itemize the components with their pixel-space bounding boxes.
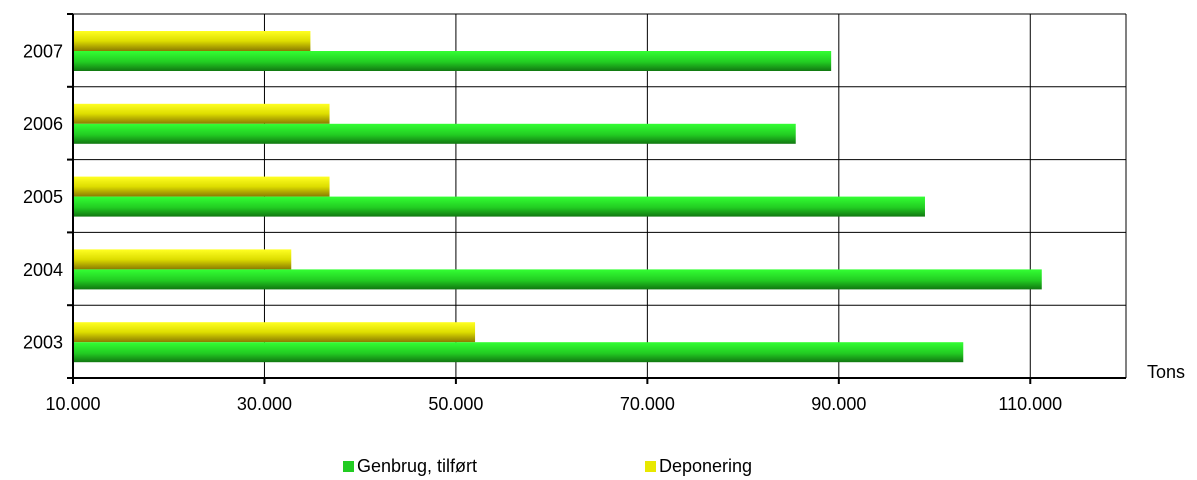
legend-swatch-deponering — [645, 461, 656, 472]
x-tick-label-70000: 70.000 — [620, 394, 675, 414]
bar-genbrug-2003 — [74, 342, 964, 363]
x-tick-label-90000: 90.000 — [811, 394, 866, 414]
bar-genbrug-2007 — [74, 51, 832, 71]
bar-genbrug-2006 — [74, 123, 796, 144]
axes — [67, 13, 1126, 384]
legend-label-genbrug: Genbrug, tilført — [357, 456, 478, 476]
legend: Genbrug, tilført Deponering — [0, 456, 1197, 480]
bar-deponering-2007 — [74, 31, 311, 51]
legend-item-genbrug: Genbrug, tilført — [343, 456, 477, 477]
y-tick-label-2005: 2005 — [23, 187, 63, 207]
y-tick-label-2004: 2004 — [23, 260, 63, 280]
bar-genbrug-2004 — [74, 269, 1042, 290]
legend-label-deponering: Deponering — [659, 456, 753, 476]
bar-genbrug-2005 — [74, 196, 925, 217]
chart: 2003 2004 2005 2006 2007 10.000 30.000 50.000 70… — [23, 13, 1185, 414]
x-tick-label-30000: 30.000 — [237, 394, 292, 414]
y-tick-label-2003: 2003 — [23, 333, 63, 353]
tick-labels: 2003 2004 2005 2006 2007 10.000 30.000 50.000 70… — [23, 41, 1062, 414]
bars — [74, 31, 1042, 363]
x-axis-label: Tons — [1147, 362, 1185, 382]
bar-deponering-2005 — [74, 176, 330, 197]
x-tick-label-10000: 10.000 — [45, 394, 100, 414]
y-tick-label-2006: 2006 — [23, 114, 63, 134]
bar-deponering-2006 — [74, 103, 330, 124]
gridlines — [73, 13, 1127, 378]
x-tick-label-50000: 50.000 — [428, 394, 483, 414]
bar-deponering-2004 — [74, 249, 292, 270]
legend-item-deponering: Deponering — [645, 456, 752, 477]
bar-deponering-2003 — [74, 322, 476, 343]
y-tick-label-2007: 2007 — [23, 41, 63, 61]
legend-swatch-genbrug — [343, 461, 354, 472]
x-tick-label-110000: 110.000 — [998, 394, 1062, 414]
